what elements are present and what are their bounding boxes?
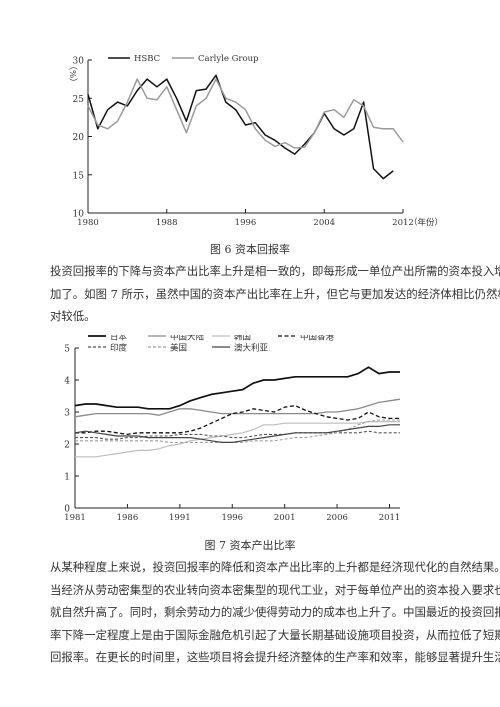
legend-label-carlyle-group: Carlyle Group	[198, 54, 259, 64]
legend-label-日本: 日本	[110, 335, 128, 343]
y-tick-label: 4	[64, 377, 70, 387]
x-tick-label: 1988	[156, 218, 178, 228]
series-line-印度	[75, 430, 400, 440]
y-axis-label: （%）	[67, 61, 78, 86]
x-tick-label: 1980	[77, 218, 99, 228]
x-tick-label: 2001	[274, 513, 296, 523]
legend-label-hsbc: HSBC	[134, 54, 160, 64]
series-line-hsbc	[87, 74, 394, 180]
y-tick-label: 5	[64, 345, 70, 355]
y-tick-label: 30	[73, 57, 85, 67]
y-tick-label: 3	[64, 409, 70, 419]
legend-label-美国: 美国	[170, 343, 187, 354]
y-tick-label: 10	[73, 210, 85, 220]
paragraph-2-line: 回报率。在更长的时间里，这些项目将会提升经济整体的生产率和效率，能够显著提升生活	[50, 650, 500, 664]
legend-label-中国香港: 中国香港	[300, 335, 335, 343]
x-tick-label: 1981	[64, 513, 86, 523]
legend-label-韩国: 韩国	[234, 335, 251, 343]
paragraph-1-line: 加了。如图 7 所示，虽然中国的资本产出比率在上升，但它与更加发达的经济体相比仍…	[50, 286, 500, 301]
paragraph-1-line: 投资回报率的下降与资本产出比率上升是相一致的，即每形成一单位产出所需的资本投入增	[50, 264, 500, 278]
y-tick-label: 2	[64, 441, 70, 451]
series-line-中国香港	[75, 404, 400, 436]
paragraph-1: 投资回报率的下降与资本产出比率上升是相一致的，即每形成一单位产出所需的资本投入增…	[50, 260, 500, 328]
legend-label-中国大陆: 中国大陆	[170, 335, 205, 343]
paragraph-2-line: 率下降一定程度上是由于国际金融危机引起了大量长期基础设施项目投资，从而拉低了短期	[50, 627, 500, 642]
x-tick-label: 1986	[117, 513, 139, 523]
y-tick-label: 15	[73, 171, 85, 181]
series-line-日本	[74, 366, 400, 410]
y-tick-label: 0	[64, 505, 70, 515]
figure-7-caption: 图 7 资本产出比率	[204, 539, 296, 552]
x-tick-label: 2012	[392, 218, 414, 228]
x-tick-label: 1996	[235, 218, 257, 228]
figure-6-caption: 图 6 资本回报率	[210, 243, 290, 256]
x-tick-label: 2006	[326, 513, 348, 523]
x-tick-label: 1991	[169, 513, 191, 523]
paragraph-2-line: 就自然升高了。同时，剩余劳动力的减少使得劳动力的成本也上升了。中国最近的投资回报	[50, 605, 500, 619]
y-tick-label: 1	[64, 473, 70, 483]
series-line-澳大利亚	[74, 424, 400, 444]
paragraph-2-line: 从某种程度上来说，投资回报率的降低和资本产出比率的上升都是经济现代化的自然结果。	[50, 560, 500, 574]
y-tick-label: 20	[73, 133, 85, 143]
legend-label-澳大利亚: 澳大利亚	[234, 343, 269, 354]
figure-6-chart: 10 15 20 25 30 1980 1988 1996 2004 2012（年份） （%） HSB…	[67, 54, 443, 228]
x-axis-label: （年份）	[409, 217, 443, 228]
paragraph-1-line: 对较低。	[50, 309, 96, 323]
series-line-韩国	[75, 420, 400, 458]
series-line-carlyle-group	[87, 78, 404, 149]
series-line-中国大陆	[74, 398, 401, 418]
x-tick-label: 1996	[221, 513, 243, 523]
figure-7-chart: 0 1 2 3 4 5 1981 1986 1991 1996 2001 2006 2011 日本 中国大陆…	[64, 335, 401, 523]
legend-label-印度: 印度	[110, 343, 128, 354]
y-tick-label: 25	[73, 95, 85, 105]
paragraph-2-line: 当经济从劳动密集型的农业转向资本密集型的现代工业，对于每单位产出的资本投入要求也	[50, 582, 500, 597]
paragraph-2: 从某种程度上来说，投资回报率的降低和资本产出比率的上升都是经济现代化的自然结果。…	[50, 556, 500, 669]
x-tick-label: 2004	[313, 218, 335, 228]
x-tick-label: 2011	[379, 513, 401, 523]
